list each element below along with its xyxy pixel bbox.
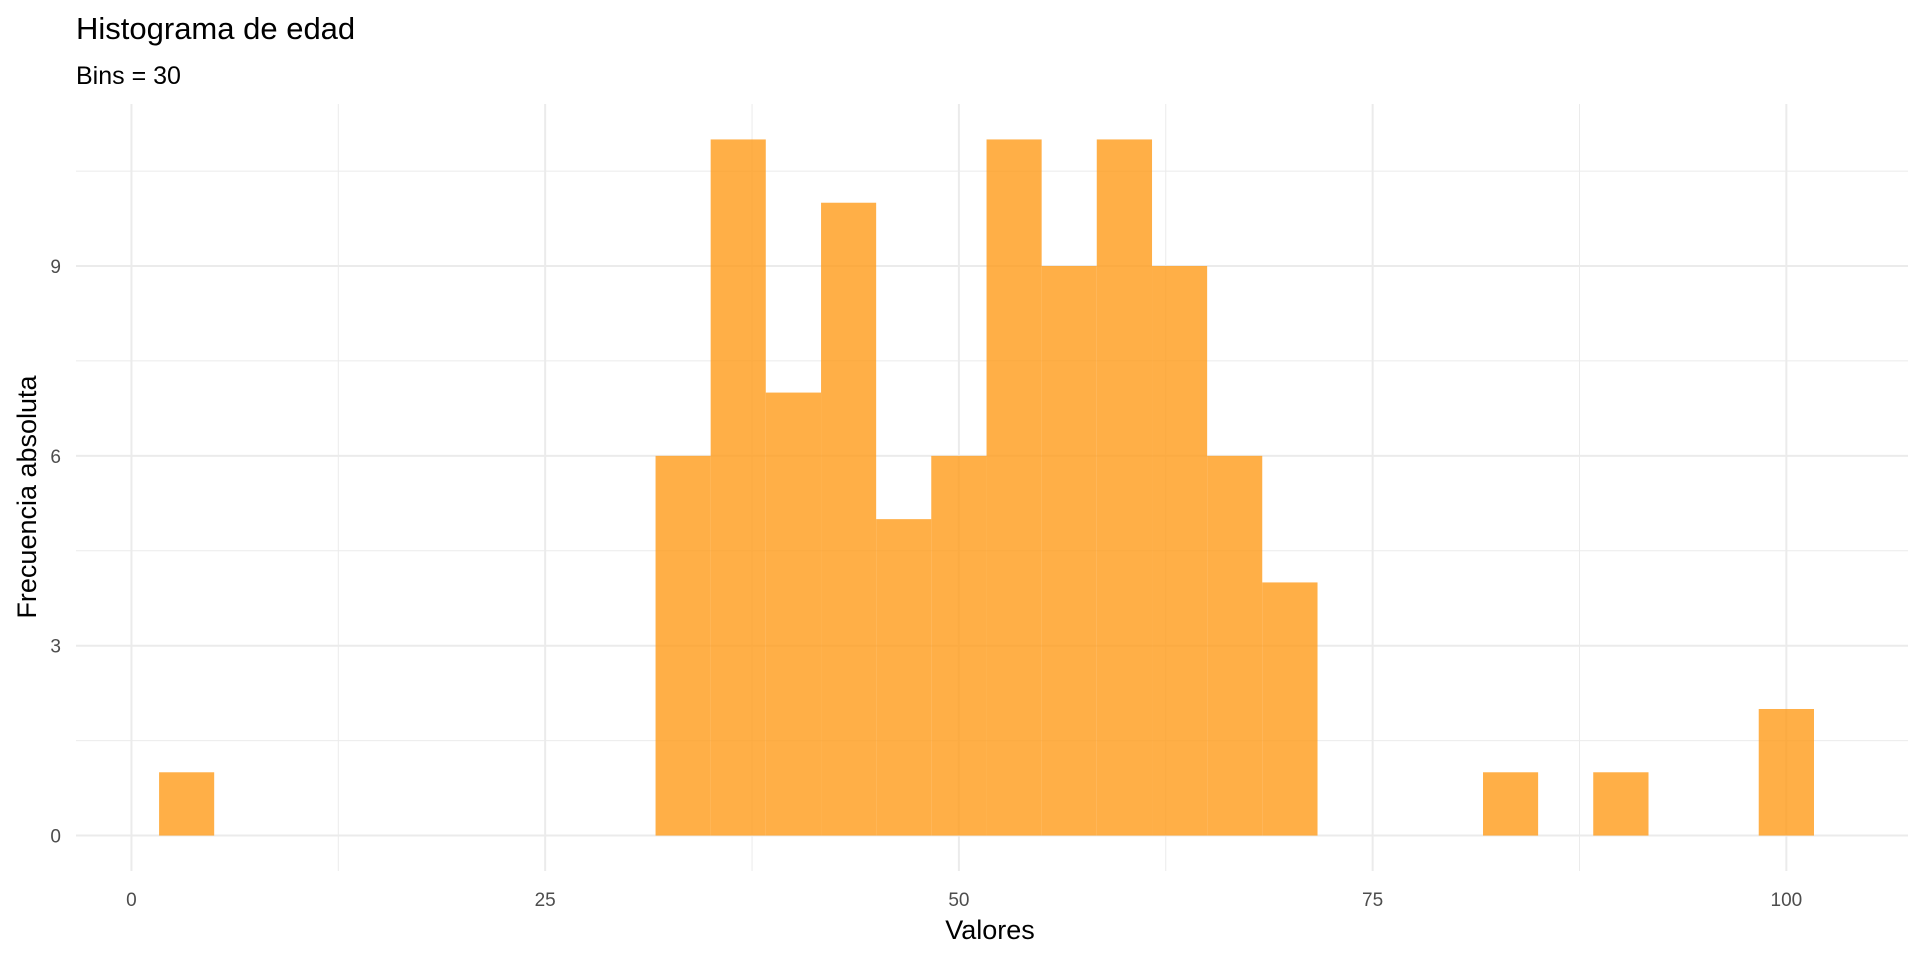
histogram-bar	[1483, 772, 1539, 836]
x-tick-label: 100	[1771, 890, 1803, 911]
x-tick-label: 75	[1362, 890, 1383, 911]
y-tick-label: 6	[50, 447, 61, 468]
y-tick-label: 3	[50, 637, 61, 658]
histogram-bar	[876, 519, 932, 836]
histogram-bar	[931, 455, 987, 836]
histogram-bar	[1041, 266, 1097, 836]
x-tick-label: 25	[535, 890, 556, 911]
y-axis-label: Frecuencia absoluta	[12, 374, 42, 618]
histogram-bar	[1207, 455, 1263, 836]
y-tick-label: 0	[50, 827, 61, 848]
chart-subtitle: Bins = 30	[76, 62, 181, 90]
x-tick-label: 0	[126, 890, 137, 911]
histogram-bar	[1758, 708, 1815, 836]
histogram-bar	[710, 139, 766, 836]
histogram-bar	[821, 202, 877, 836]
histogram-bar	[986, 139, 1042, 836]
histogram-bar	[765, 392, 822, 836]
histogram-bar	[1096, 139, 1153, 836]
histogram-bar	[1262, 582, 1318, 836]
histogram-bar	[1152, 266, 1208, 836]
y-tick-label: 9	[50, 257, 61, 278]
x-tick-labels: 0 25 50 75 100	[126, 890, 1802, 911]
chart-title: Histograma de edad	[76, 11, 355, 46]
histogram-bars	[159, 139, 1815, 836]
histogram-bar	[655, 455, 711, 836]
histogram-bar	[159, 772, 215, 836]
x-tick-label: 50	[948, 890, 969, 911]
y-tick-labels: 0 3 6 9	[50, 257, 61, 848]
x-axis-label: Valores	[945, 915, 1035, 945]
histogram-bar	[1593, 772, 1649, 836]
